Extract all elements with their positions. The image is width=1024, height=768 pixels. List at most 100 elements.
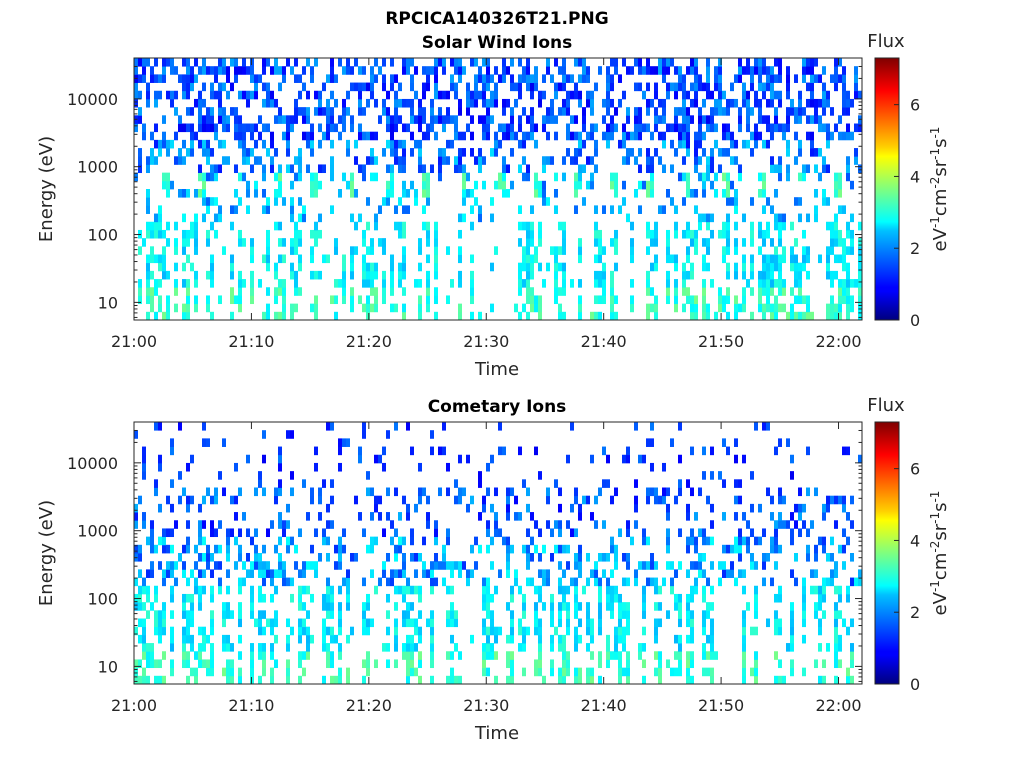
heatmap-cell <box>554 626 558 636</box>
heatmap-cell <box>638 164 642 174</box>
heatmap-cell <box>210 123 214 133</box>
heatmap-cell <box>362 618 366 628</box>
heatmap-cell <box>690 618 694 628</box>
heatmap-cell <box>186 651 190 660</box>
heatmap-cell <box>266 262 270 272</box>
heatmap-cell <box>634 479 638 488</box>
heatmap-cell <box>418 246 422 255</box>
heatmap-cell <box>282 74 286 83</box>
heatmap-cell <box>254 180 258 190</box>
heatmap-cell <box>162 675 166 685</box>
x-tick-label: 21:20 <box>346 332 392 351</box>
heatmap-cell <box>570 422 574 431</box>
heatmap-cell <box>298 164 302 174</box>
heatmap-cell <box>274 311 278 321</box>
heatmap-cell <box>770 512 774 521</box>
heatmap-cell <box>682 229 686 239</box>
heatmap-cell <box>702 528 706 538</box>
heatmap-cell <box>574 610 578 619</box>
heatmap-cell <box>518 643 522 652</box>
heatmap-cell <box>618 675 622 685</box>
heatmap-cell <box>602 479 606 488</box>
heatmap-cell <box>594 254 598 264</box>
heatmap-cell <box>518 221 522 231</box>
heatmap-cell <box>206 123 210 133</box>
heatmap-cell <box>278 279 282 288</box>
heatmap-cell <box>574 585 578 595</box>
heatmap-cell <box>286 123 290 133</box>
heatmap-cell <box>718 82 722 92</box>
heatmap-cell <box>614 189 618 198</box>
heatmap-cell <box>550 115 554 124</box>
heatmap-cell <box>150 66 154 75</box>
heatmap-cell <box>558 585 562 595</box>
heatmap-cell <box>266 254 270 264</box>
heatmap-cell <box>838 115 842 124</box>
heatmap-cell <box>326 585 330 595</box>
heatmap-cell <box>330 172 334 182</box>
heatmap-cell <box>142 446 146 456</box>
heatmap-cell <box>742 569 746 578</box>
heatmap-cell <box>794 577 798 587</box>
heatmap-cell <box>854 82 858 92</box>
heatmap-cell <box>238 610 242 619</box>
heatmap-cell <box>410 107 414 116</box>
heatmap-cell <box>846 172 850 182</box>
heatmap-cell <box>162 610 166 619</box>
heatmap-cell <box>778 123 782 133</box>
heatmap-cell <box>778 659 782 669</box>
heatmap-cell <box>166 544 170 554</box>
heatmap-cell <box>362 238 366 247</box>
heatmap-cell <box>646 98 650 108</box>
heatmap-cell <box>798 487 802 497</box>
heatmap-cell <box>414 189 418 198</box>
heatmap-cell <box>566 148 570 157</box>
heatmap-cell <box>182 123 186 133</box>
heatmap-cell <box>146 287 150 296</box>
heatmap-cell <box>166 311 170 321</box>
heatmap-cell <box>546 66 550 75</box>
heatmap-cell <box>302 131 306 141</box>
heatmap-cell <box>354 221 358 231</box>
heatmap-cell <box>454 156 458 165</box>
heatmap-cell <box>758 221 762 231</box>
heatmap-cell <box>170 90 174 100</box>
heatmap-cell <box>326 131 330 141</box>
heatmap-cell <box>834 229 838 239</box>
heatmap-cell <box>594 577 598 587</box>
heatmap-cell <box>238 172 242 182</box>
heatmap-cell <box>710 213 714 223</box>
heatmap-cell <box>258 569 262 578</box>
heatmap-cell <box>374 270 378 280</box>
heatmap-cell <box>470 279 474 288</box>
heatmap-cell <box>298 238 302 247</box>
heatmap-cell <box>662 462 666 472</box>
heatmap-cell <box>818 74 822 83</box>
heatmap-cell <box>734 438 738 447</box>
heatmap-cell <box>466 82 470 92</box>
heatmap-cell <box>806 254 810 264</box>
heatmap-cell <box>458 254 462 264</box>
heatmap-cell <box>214 487 218 497</box>
heatmap-cell <box>650 262 654 272</box>
heatmap-cell <box>202 58 206 67</box>
heatmap-cell <box>258 115 262 124</box>
heatmap-cell <box>438 148 442 157</box>
heatmap-cell <box>574 667 578 677</box>
heatmap-cell <box>170 643 174 652</box>
heatmap-cell <box>570 528 574 538</box>
heatmap-cell <box>266 58 270 67</box>
heatmap-cell <box>702 651 706 660</box>
heatmap-cell <box>310 634 314 644</box>
heatmap-cell <box>702 115 706 124</box>
heatmap-cell <box>410 585 414 595</box>
heatmap-cell <box>494 512 498 521</box>
heatmap-cell <box>154 98 158 108</box>
heatmap-cell <box>646 180 650 190</box>
heatmap-cell <box>718 164 722 174</box>
heatmap-cell <box>226 553 230 562</box>
heatmap-cell <box>518 74 522 83</box>
heatmap-cell <box>474 180 478 190</box>
heatmap-cell <box>654 262 658 272</box>
heatmap-cell <box>274 487 278 497</box>
